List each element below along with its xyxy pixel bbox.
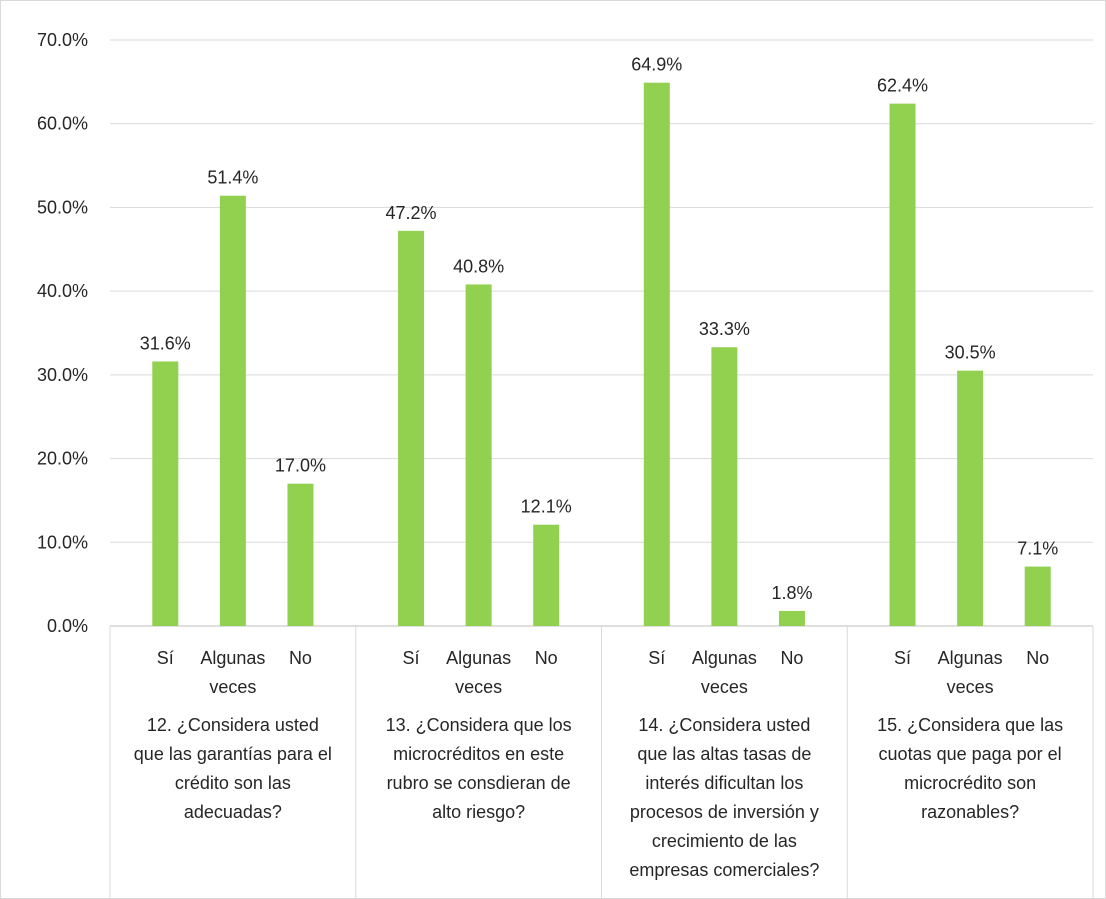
y-tick-label: 20.0% [37,449,88,469]
data-label: 62.4% [877,76,928,96]
data-label: 33.3% [699,319,750,339]
bar [398,230,425,626]
category-label: Algunas [938,648,1003,668]
category-label: No [289,648,312,668]
y-tick-label: 40.0% [37,281,88,301]
question-label: que las garantías para el [134,744,332,764]
category-label: Sí [403,648,420,668]
question-label: microcrédito son [904,773,1036,793]
bar [778,610,805,626]
y-tick-label: 0.0% [47,616,88,636]
category-label: Algunas [446,648,511,668]
data-label: 64.9% [631,55,682,75]
bar [1024,566,1051,626]
question-label: microcréditos en este [393,744,564,764]
data-label: 7.1% [1017,539,1058,559]
bar [533,524,560,626]
data-label: 51.4% [207,168,258,188]
y-tick-label: 30.0% [37,365,88,385]
question-label: cuotas que paga por el [879,744,1062,764]
data-label: 12.1% [521,497,572,517]
question-label: crédito son las [175,773,291,793]
bar [957,370,984,626]
question-label: que las altas tasas de [637,744,811,764]
bar [889,103,916,626]
question-label: empresas comerciales? [629,860,819,880]
question-label: procesos de inversión y [630,802,819,822]
question-label: 12. ¿Considera usted [147,715,319,735]
bar [152,361,179,626]
category-label: veces [209,677,256,697]
bar [219,195,246,627]
bar [287,483,314,626]
question-label: adecuadas? [184,802,282,822]
y-tick-label: 50.0% [37,197,88,217]
bar [643,82,670,627]
category-label: Sí [648,648,665,668]
category-label: No [780,648,803,668]
bar [465,284,492,626]
category-label: veces [947,677,994,697]
question-label: 15. ¿Considera que las [877,715,1063,735]
data-label: 47.2% [386,203,437,223]
category-label: No [535,648,558,668]
category-label: No [1026,648,1049,668]
question-label: 13. ¿Considera que los [386,715,572,735]
category-label: Algunas [200,648,265,668]
question-label: 14. ¿Considera usted [638,715,810,735]
category-label: veces [455,677,502,697]
y-tick-label: 70.0% [37,30,88,50]
question-label: rubro se consdieran de [387,773,571,793]
data-label: 17.0% [275,456,326,476]
data-label: 40.8% [453,256,504,276]
question-label: razonables? [921,802,1019,822]
bar [711,347,738,626]
data-label: 1.8% [771,583,812,603]
data-label: 31.6% [140,333,191,353]
category-label: veces [701,677,748,697]
question-label: crecimiento de las [652,831,797,851]
question-label: interés dificultan los [645,773,803,793]
data-label: 30.5% [945,343,996,363]
y-tick-label: 10.0% [37,532,88,552]
category-label: Sí [157,648,174,668]
category-label: Sí [894,648,911,668]
category-label: Algunas [692,648,757,668]
y-tick-label: 60.0% [37,114,88,134]
question-label: alto riesgo? [432,802,525,822]
